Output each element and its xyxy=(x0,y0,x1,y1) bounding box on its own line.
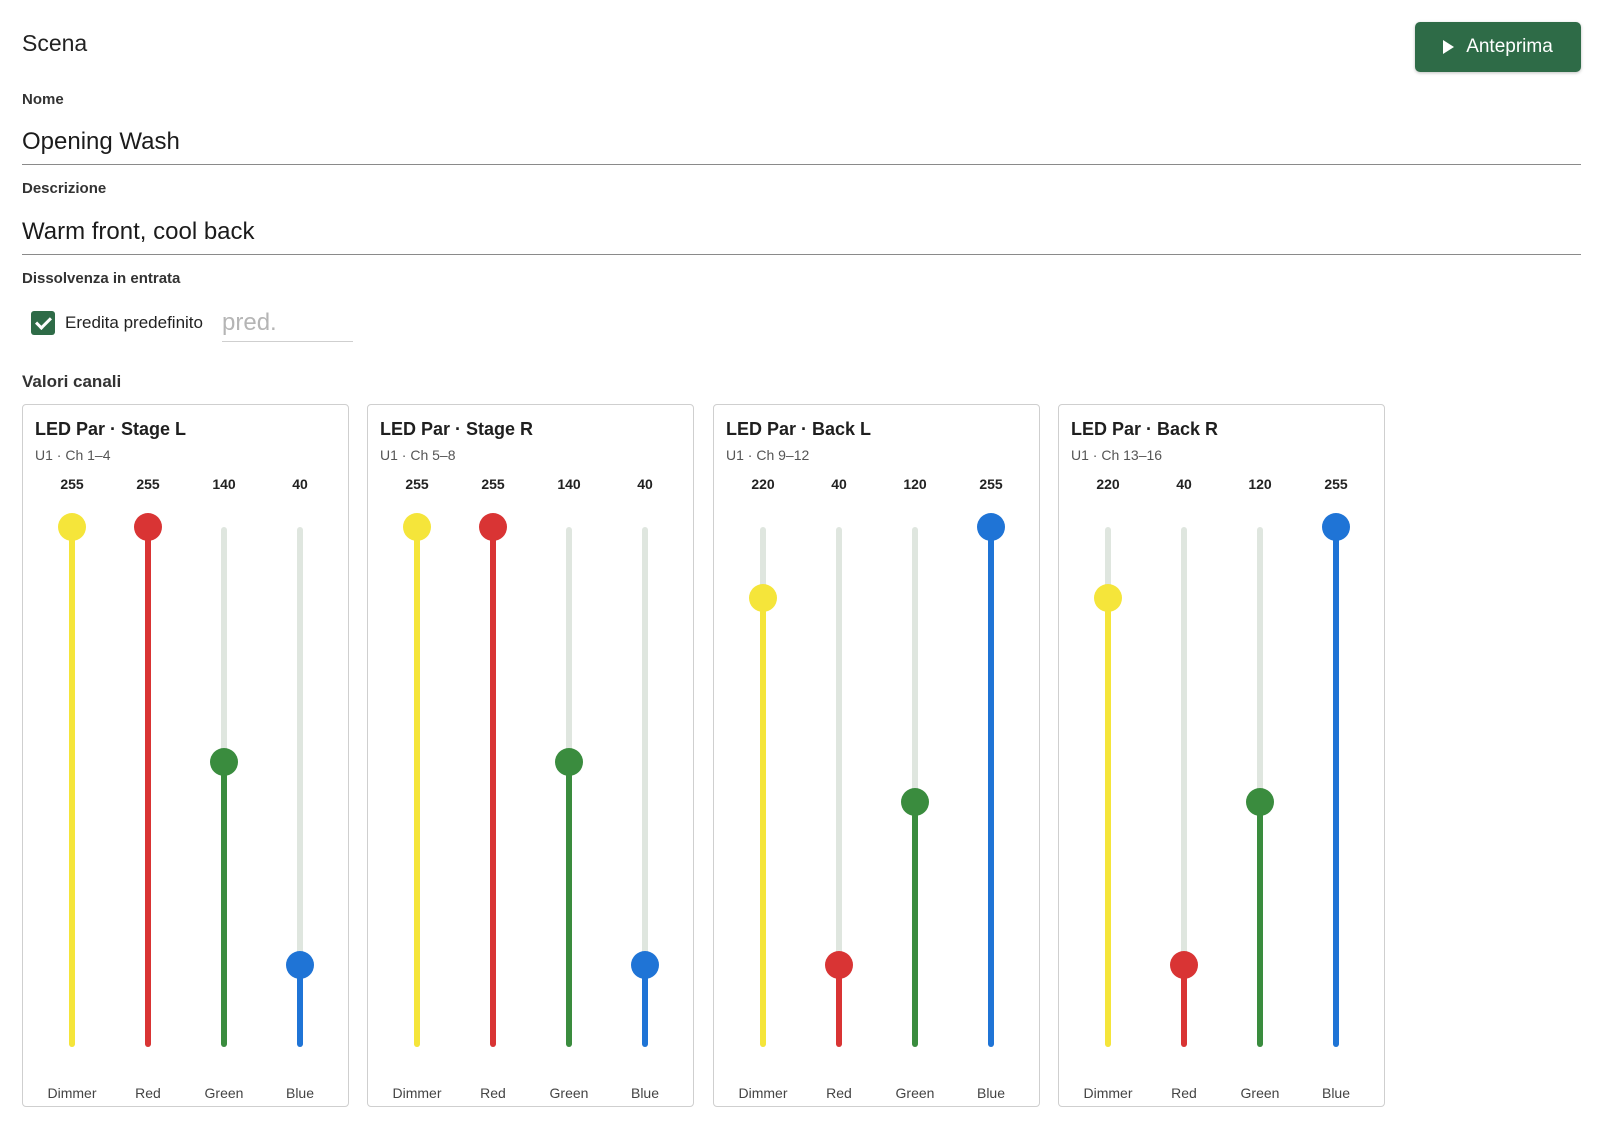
channel-name: Dimmer xyxy=(392,1085,442,1101)
channel-name: Dimmer xyxy=(1083,1085,1133,1101)
channel-slider-thumb[interactable] xyxy=(1094,584,1122,613)
channel-slider-thumb[interactable] xyxy=(749,584,777,613)
channel-slider-thumb[interactable] xyxy=(977,513,1005,541)
fixture-panel: LED Par · Stage L U1 · Ch 1–4 255 Dimmer 255… xyxy=(22,404,349,1107)
channel-value: 120 xyxy=(903,476,927,492)
channel-slider-fill xyxy=(1333,527,1339,1047)
channel-name: Red xyxy=(480,1085,506,1101)
channel-value: 140 xyxy=(212,476,236,492)
channel-slider-fill xyxy=(1105,598,1111,1047)
fixture-name: LED Par · Back L xyxy=(726,419,872,439)
channel-value: 40 xyxy=(292,476,308,492)
channel-name: Green xyxy=(895,1085,935,1101)
channel-slider-fill xyxy=(221,761,227,1047)
channel-name: Green xyxy=(549,1085,589,1101)
fixture-address: U1 · Ch 5–8 xyxy=(380,447,456,463)
channel-value: 220 xyxy=(1096,476,1120,492)
channel-slider-fill xyxy=(912,802,918,1047)
preview-button[interactable]: Anteprima xyxy=(1415,22,1581,72)
channel-value: 40 xyxy=(1176,476,1192,492)
description-field[interactable]: Warm front, cool back xyxy=(22,210,1581,255)
channel-name: Green xyxy=(204,1085,244,1101)
channel-slider-fill xyxy=(297,965,303,1047)
channel-slider-thumb[interactable] xyxy=(1170,951,1198,980)
channel-value: 40 xyxy=(831,476,847,492)
channel-value: 255 xyxy=(405,476,429,492)
channel-slider-thumb[interactable] xyxy=(210,747,238,776)
name-label: Nome xyxy=(22,91,64,108)
channel-slider-track[interactable] xyxy=(912,527,918,1047)
channel-value: 255 xyxy=(136,476,160,492)
page-title: Scena xyxy=(22,30,88,56)
channel-slider-fill xyxy=(145,527,151,1047)
channel-slider-thumb[interactable] xyxy=(901,788,929,817)
fixture-address: U1 · Ch 1–4 xyxy=(35,447,111,463)
channel-name: Blue xyxy=(285,1085,315,1101)
channel-slider-thumb[interactable] xyxy=(631,951,659,980)
play-icon xyxy=(1443,40,1455,54)
channel-value: 140 xyxy=(557,476,581,492)
name-field[interactable]: Opening Wash xyxy=(22,120,1581,165)
channel-value: 255 xyxy=(1324,476,1348,492)
channel-slider-thumb[interactable] xyxy=(825,951,853,980)
channel-slider-fill xyxy=(988,527,994,1047)
channel-slider-fill xyxy=(414,527,420,1047)
channel-slider-fill xyxy=(490,527,496,1047)
fixture-panel: LED Par · Back R U1 · Ch 13–16 220 Dimmer 40… xyxy=(1058,404,1385,1107)
fixture-panel: LED Par · Back L U1 · Ch 9–12 220 Dimmer 40 R… xyxy=(713,404,1040,1107)
channel-slider-track[interactable] xyxy=(1257,527,1263,1047)
channel-slider-thumb[interactable] xyxy=(1322,513,1350,541)
fixture-address: U1 · Ch 13–16 xyxy=(1071,447,1163,463)
channel-name: Dimmer xyxy=(738,1085,788,1101)
fade-in-label: Dissolvenza in entrata xyxy=(22,270,181,287)
channel-slider-thumb[interactable] xyxy=(403,513,431,541)
channel-name: Blue xyxy=(976,1085,1006,1101)
description-label: Descrizione xyxy=(22,180,107,197)
fade-in-input[interactable]: pred. xyxy=(222,305,353,342)
fixture-panel: LED Par · Stage R U1 · Ch 5–8 255 Dimmer 255… xyxy=(367,404,694,1107)
channel-name: Blue xyxy=(630,1085,660,1101)
channel-name: Red xyxy=(135,1085,161,1101)
channel-name: Red xyxy=(826,1085,852,1101)
fixture-name: LED Par · Stage R xyxy=(380,419,534,439)
channel-slider-fill xyxy=(69,527,75,1047)
channel-name: Blue xyxy=(1321,1085,1351,1101)
inherit-default-checkbox[interactable] xyxy=(31,311,55,335)
channel-slider-fill xyxy=(642,965,648,1047)
preview-button-label: Anteprima xyxy=(1466,36,1553,57)
channel-slider-fill xyxy=(566,761,572,1047)
channel-slider-thumb[interactable] xyxy=(134,513,162,541)
channel-slider-thumb[interactable] xyxy=(555,747,583,776)
channel-slider-track[interactable] xyxy=(1181,527,1187,1047)
channel-slider-fill xyxy=(760,598,766,1047)
channel-value: 220 xyxy=(751,476,775,492)
channel-value: 255 xyxy=(979,476,1003,492)
channel-value: 255 xyxy=(481,476,505,492)
fixture-address: U1 · Ch 9–12 xyxy=(726,447,810,463)
channel-value: 40 xyxy=(637,476,653,492)
fixture-name: LED Par · Stage L xyxy=(35,419,187,439)
channel-slider-track[interactable] xyxy=(836,527,842,1047)
channel-slider-thumb[interactable] xyxy=(286,951,314,980)
check-icon xyxy=(34,312,52,330)
channel-slider-fill xyxy=(1257,802,1263,1047)
inherit-default-label: Eredita predefinito xyxy=(65,313,203,332)
fixture-name: LED Par · Back R xyxy=(1071,419,1219,439)
channel-value: 255 xyxy=(60,476,84,492)
channel-slider-thumb[interactable] xyxy=(58,513,86,541)
channel-slider-thumb[interactable] xyxy=(479,513,507,541)
channel-name: Dimmer xyxy=(47,1085,97,1101)
channel-value: 120 xyxy=(1248,476,1272,492)
channel-slider-fill xyxy=(1181,965,1187,1047)
channel-slider-track[interactable] xyxy=(297,527,303,1047)
channel-name: Green xyxy=(1240,1085,1280,1101)
channel-slider-fill xyxy=(836,965,842,1047)
channel-slider-thumb[interactable] xyxy=(1246,788,1274,817)
channels-section-label: Valori canali xyxy=(22,372,122,391)
channel-name: Red xyxy=(1171,1085,1197,1101)
channel-slider-track[interactable] xyxy=(642,527,648,1047)
